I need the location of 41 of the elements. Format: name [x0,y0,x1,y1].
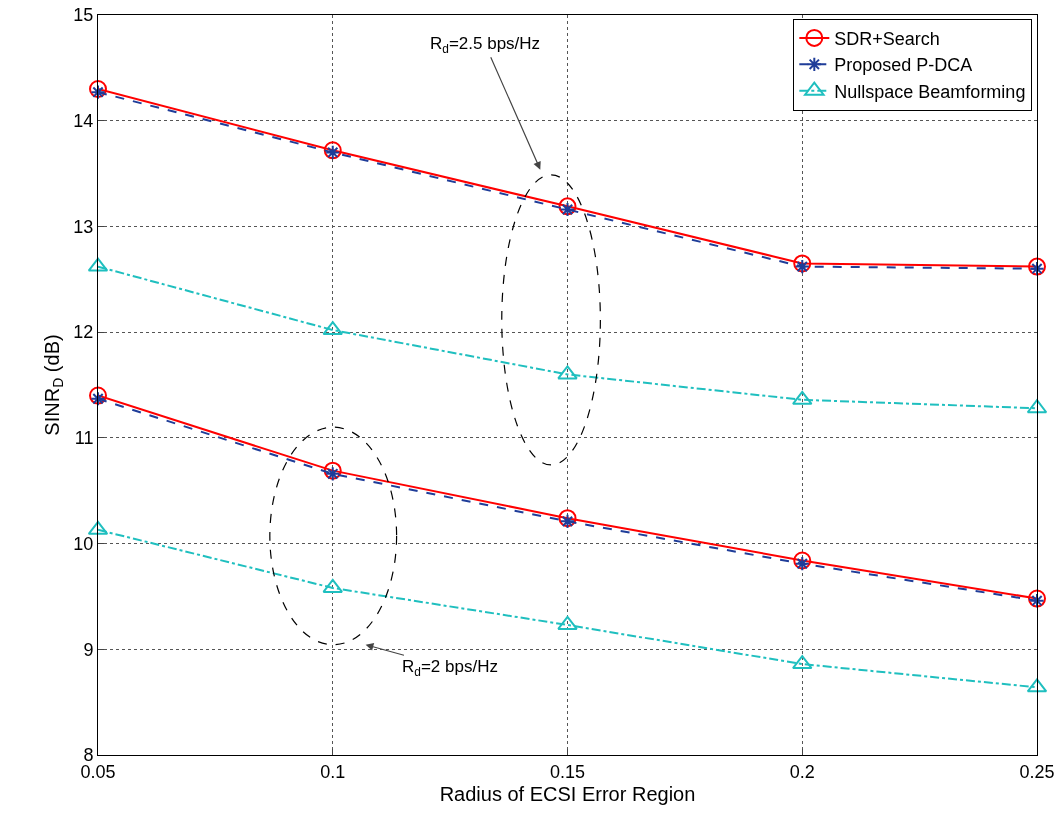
annotation: R$_{d}$=2.5 bps/Hz [430,34,541,56]
x-tick-label: 0.25 [1019,761,1055,782]
point [793,551,812,570]
point [558,197,577,216]
y-tick-label: 14 [73,111,94,132]
point [559,513,576,529]
point [1029,261,1045,277]
legend-label: SDR+Search [834,28,940,49]
point [1028,257,1046,276]
y-tick-label: 15 [73,5,94,26]
point [557,365,578,380]
y-tick-label: 13 [73,216,94,237]
point [322,578,343,593]
point [557,615,578,630]
x-tick-label: 0.1 [320,761,346,782]
point [322,321,343,336]
point [794,556,810,572]
x-tick-label: 0.15 [549,761,586,782]
point [793,254,812,273]
point [1028,589,1046,608]
y-tick-label: 11 [74,428,94,449]
point [559,201,576,218]
point [325,466,341,482]
point [1029,593,1045,609]
point [794,259,810,275]
legend-label: Nullspace Beamforming [834,81,1026,102]
y-tick-label: 9 [83,639,94,660]
point [89,386,107,405]
point [558,509,577,528]
point [90,84,106,100]
annotation: R$_{d}$=2 bps/Hz [402,657,498,679]
point [90,391,106,407]
legend-label: Proposed P-DCA [834,55,973,76]
y-tick-label: 12 [73,322,94,343]
point [792,655,813,670]
y-tick-label: 10 [73,533,94,554]
x-axis-title: Radius of ECSI Error Region [439,783,696,806]
x-tick-label: 0.2 [789,761,815,782]
point [792,390,813,405]
point [323,461,342,480]
point [89,80,107,98]
